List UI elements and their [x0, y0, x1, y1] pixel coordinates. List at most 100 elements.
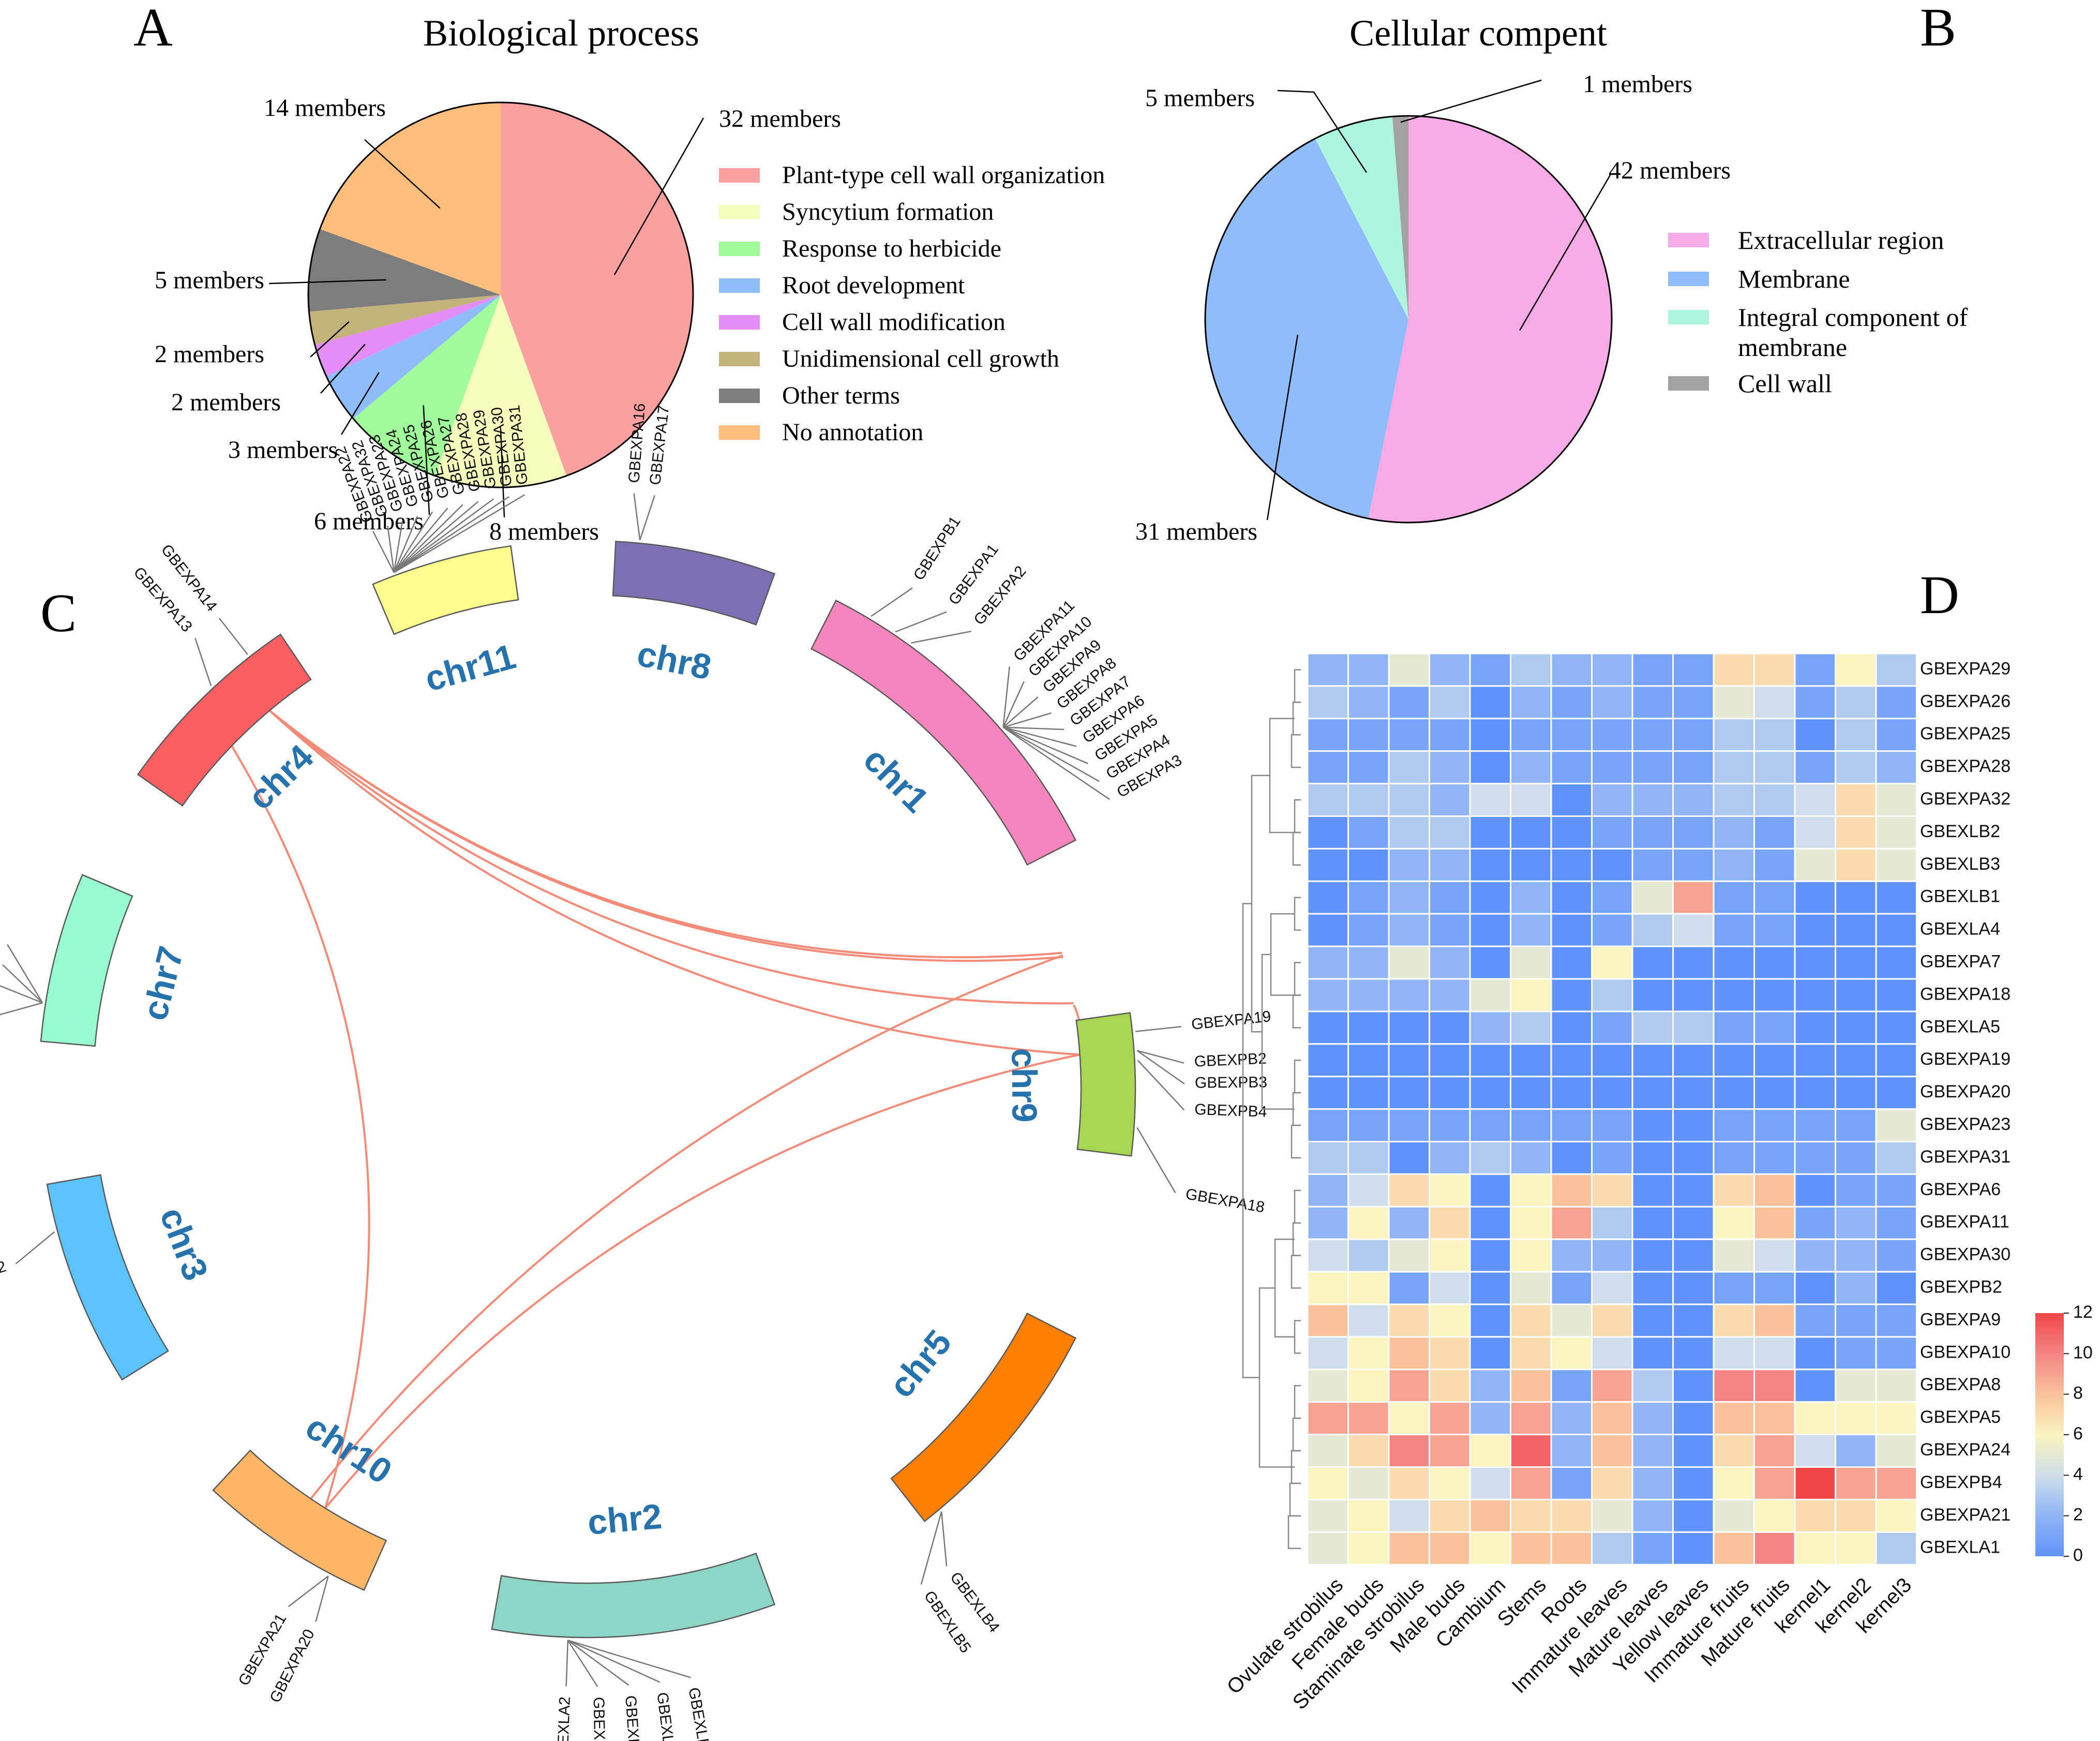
gene-leader-gbexpa1 [895, 611, 947, 633]
bp-slice-label-1: 8 members [489, 518, 599, 545]
heatmap-cell [1510, 880, 1552, 915]
heatmap-cell [1631, 1010, 1674, 1045]
heatmap-cell [1469, 1108, 1511, 1143]
colorbar-tick-label-0: 0 [2073, 1545, 2083, 1565]
heatmap-cell [1347, 1498, 1390, 1533]
heatmap-cell [1713, 945, 1755, 980]
heatmap-cell [1388, 783, 1430, 817]
heatmap-cell [1794, 1401, 1836, 1436]
heatmap-cell [1388, 718, 1430, 752]
heatmap-cell [1307, 847, 1349, 882]
gene-leader-gbexpb4 [1137, 1060, 1185, 1111]
heatmap-cell [1835, 1173, 1877, 1208]
chromosome-chr9 [1075, 1012, 1136, 1157]
gene-label-gbexlb1: GBEXLB1 [685, 1686, 714, 1741]
heatmap-cell [1875, 1434, 1917, 1468]
gene-label-gbexlb3: GBEXLB3 [622, 1695, 643, 1741]
heatmap-cell [1875, 1303, 1917, 1338]
bp-legend-label-5: Unidimensional cell growth [782, 345, 1059, 373]
gene-leader-gbexpa14 [218, 618, 248, 655]
chromosome-label-chr11: chr11 [421, 636, 520, 699]
heatmap-cell [1875, 880, 1917, 915]
heatmap-cell [1591, 1206, 1633, 1240]
heatmap-cell [1307, 815, 1349, 850]
heatmap-cell [1631, 847, 1674, 882]
heatmap-cell [1307, 913, 1349, 947]
cc-legend-swatch-2 [1668, 310, 1709, 324]
heatmap-cell [1429, 685, 1471, 720]
gene-leader-gbexpa30 [393, 496, 509, 573]
dendrogram-branch-1-5 [1292, 831, 1301, 866]
heatmap-cell [1753, 847, 1796, 882]
heatmap-cell [1591, 1043, 1633, 1078]
heatmap-cell [1794, 1434, 1836, 1468]
heatmap-cell [1713, 1401, 1755, 1436]
heatmap-cell [1672, 1434, 1715, 1468]
heatmap-cell [1794, 1531, 1836, 1566]
heatmap-cell [1713, 847, 1755, 882]
heatmap-cell [1307, 750, 1349, 785]
heatmap-cell [1753, 1368, 1796, 1403]
heatmap-cell [1835, 1271, 1877, 1305]
gene-leader-gbexpa18 [1136, 1127, 1176, 1194]
heatmap-cell [1550, 1108, 1593, 1143]
heatmap-cell [1875, 783, 1917, 817]
heatmap-cell [1388, 1076, 1430, 1110]
heatmap-cell [1591, 913, 1633, 947]
heatmap-cell [1631, 1368, 1674, 1403]
heatmap-cell [1753, 1108, 1796, 1143]
heatmap-cell [1875, 1401, 1917, 1436]
heatmap-cell [1631, 1336, 1674, 1371]
heatmap-cell [1672, 880, 1715, 915]
heatmap-cell [1835, 978, 1877, 1013]
cc-slice-1 [1205, 138, 1408, 519]
synteny-link-7 [310, 954, 1063, 1499]
bp-legend-swatch-6 [719, 389, 760, 403]
heatmap-cell [1591, 652, 1633, 687]
gene-leader-gbexpa32 [387, 526, 395, 573]
heatmap-cell [1794, 1108, 1836, 1143]
dendrogram-branch-lower-b [1258, 1287, 1295, 1468]
heatmap-row-label-gbexpa8: GBEXPA8 [1920, 1375, 2001, 1394]
heatmap-cell [1469, 1466, 1511, 1500]
heatmap-cell [1631, 1043, 1674, 1078]
heatmap-row-label-gbexpa30: GBEXPA30 [1920, 1245, 2011, 1264]
heatmap-cell [1388, 1368, 1430, 1403]
heatmap-cell [1347, 880, 1390, 915]
heatmap-cell [1591, 1434, 1633, 1468]
heatmap-cell [1875, 1531, 1917, 1566]
heatmap-cell [1510, 1303, 1552, 1338]
heatmap-cell [1631, 1498, 1674, 1533]
heatmap-cell [1835, 1010, 1877, 1045]
cc-legend-label-3-0: Cell wall [1738, 369, 1832, 398]
bp-slice-label-4: 2 members [171, 389, 281, 416]
heatmap: GBEXPA29 GBEXPA26 GBEXPA25 GBEXPA28 GBEXPA32… [1223, 652, 2093, 1714]
synteny-link-5 [324, 1053, 1081, 1509]
colorbar [2035, 1313, 2064, 1556]
heatmap-cell [1672, 685, 1715, 720]
heatmap-cell [1550, 880, 1593, 915]
heatmap-cell [1713, 1010, 1755, 1045]
pie-chart-cellular-component: 42 members 31 members 5 members 1 members [1135, 70, 1731, 545]
heatmap-cell [1835, 1043, 1877, 1078]
gene-leader-gbexpa28 [393, 501, 479, 573]
bp-legend-label-7: No annotation [782, 419, 923, 446]
dendrogram-branch-7-25 [1289, 1482, 1301, 1517]
heatmap-cell [1713, 1206, 1755, 1240]
gene-leader-gbexpa31 [394, 494, 525, 573]
heatmap-cell [1307, 783, 1349, 817]
heatmap-cell [1429, 1271, 1471, 1305]
heatmap-cell [1510, 1368, 1552, 1403]
heatmap-cell [1672, 750, 1715, 785]
bp-leader-5 [310, 321, 350, 358]
dendrogram-branch-2-7 [1294, 897, 1301, 931]
chromosome-chr10 [212, 1449, 387, 1591]
gene-leader-gbexpb2 [1137, 1050, 1184, 1064]
heatmap-cell [1510, 685, 1552, 720]
heatmap-cell [1753, 913, 1796, 947]
heatmap-cell [1713, 1336, 1755, 1371]
bp-slice-label-7: 14 members [264, 94, 386, 122]
heatmap-cell [1429, 1368, 1471, 1403]
heatmap-cell [1469, 880, 1511, 915]
heatmap-cell [1591, 1238, 1633, 1273]
